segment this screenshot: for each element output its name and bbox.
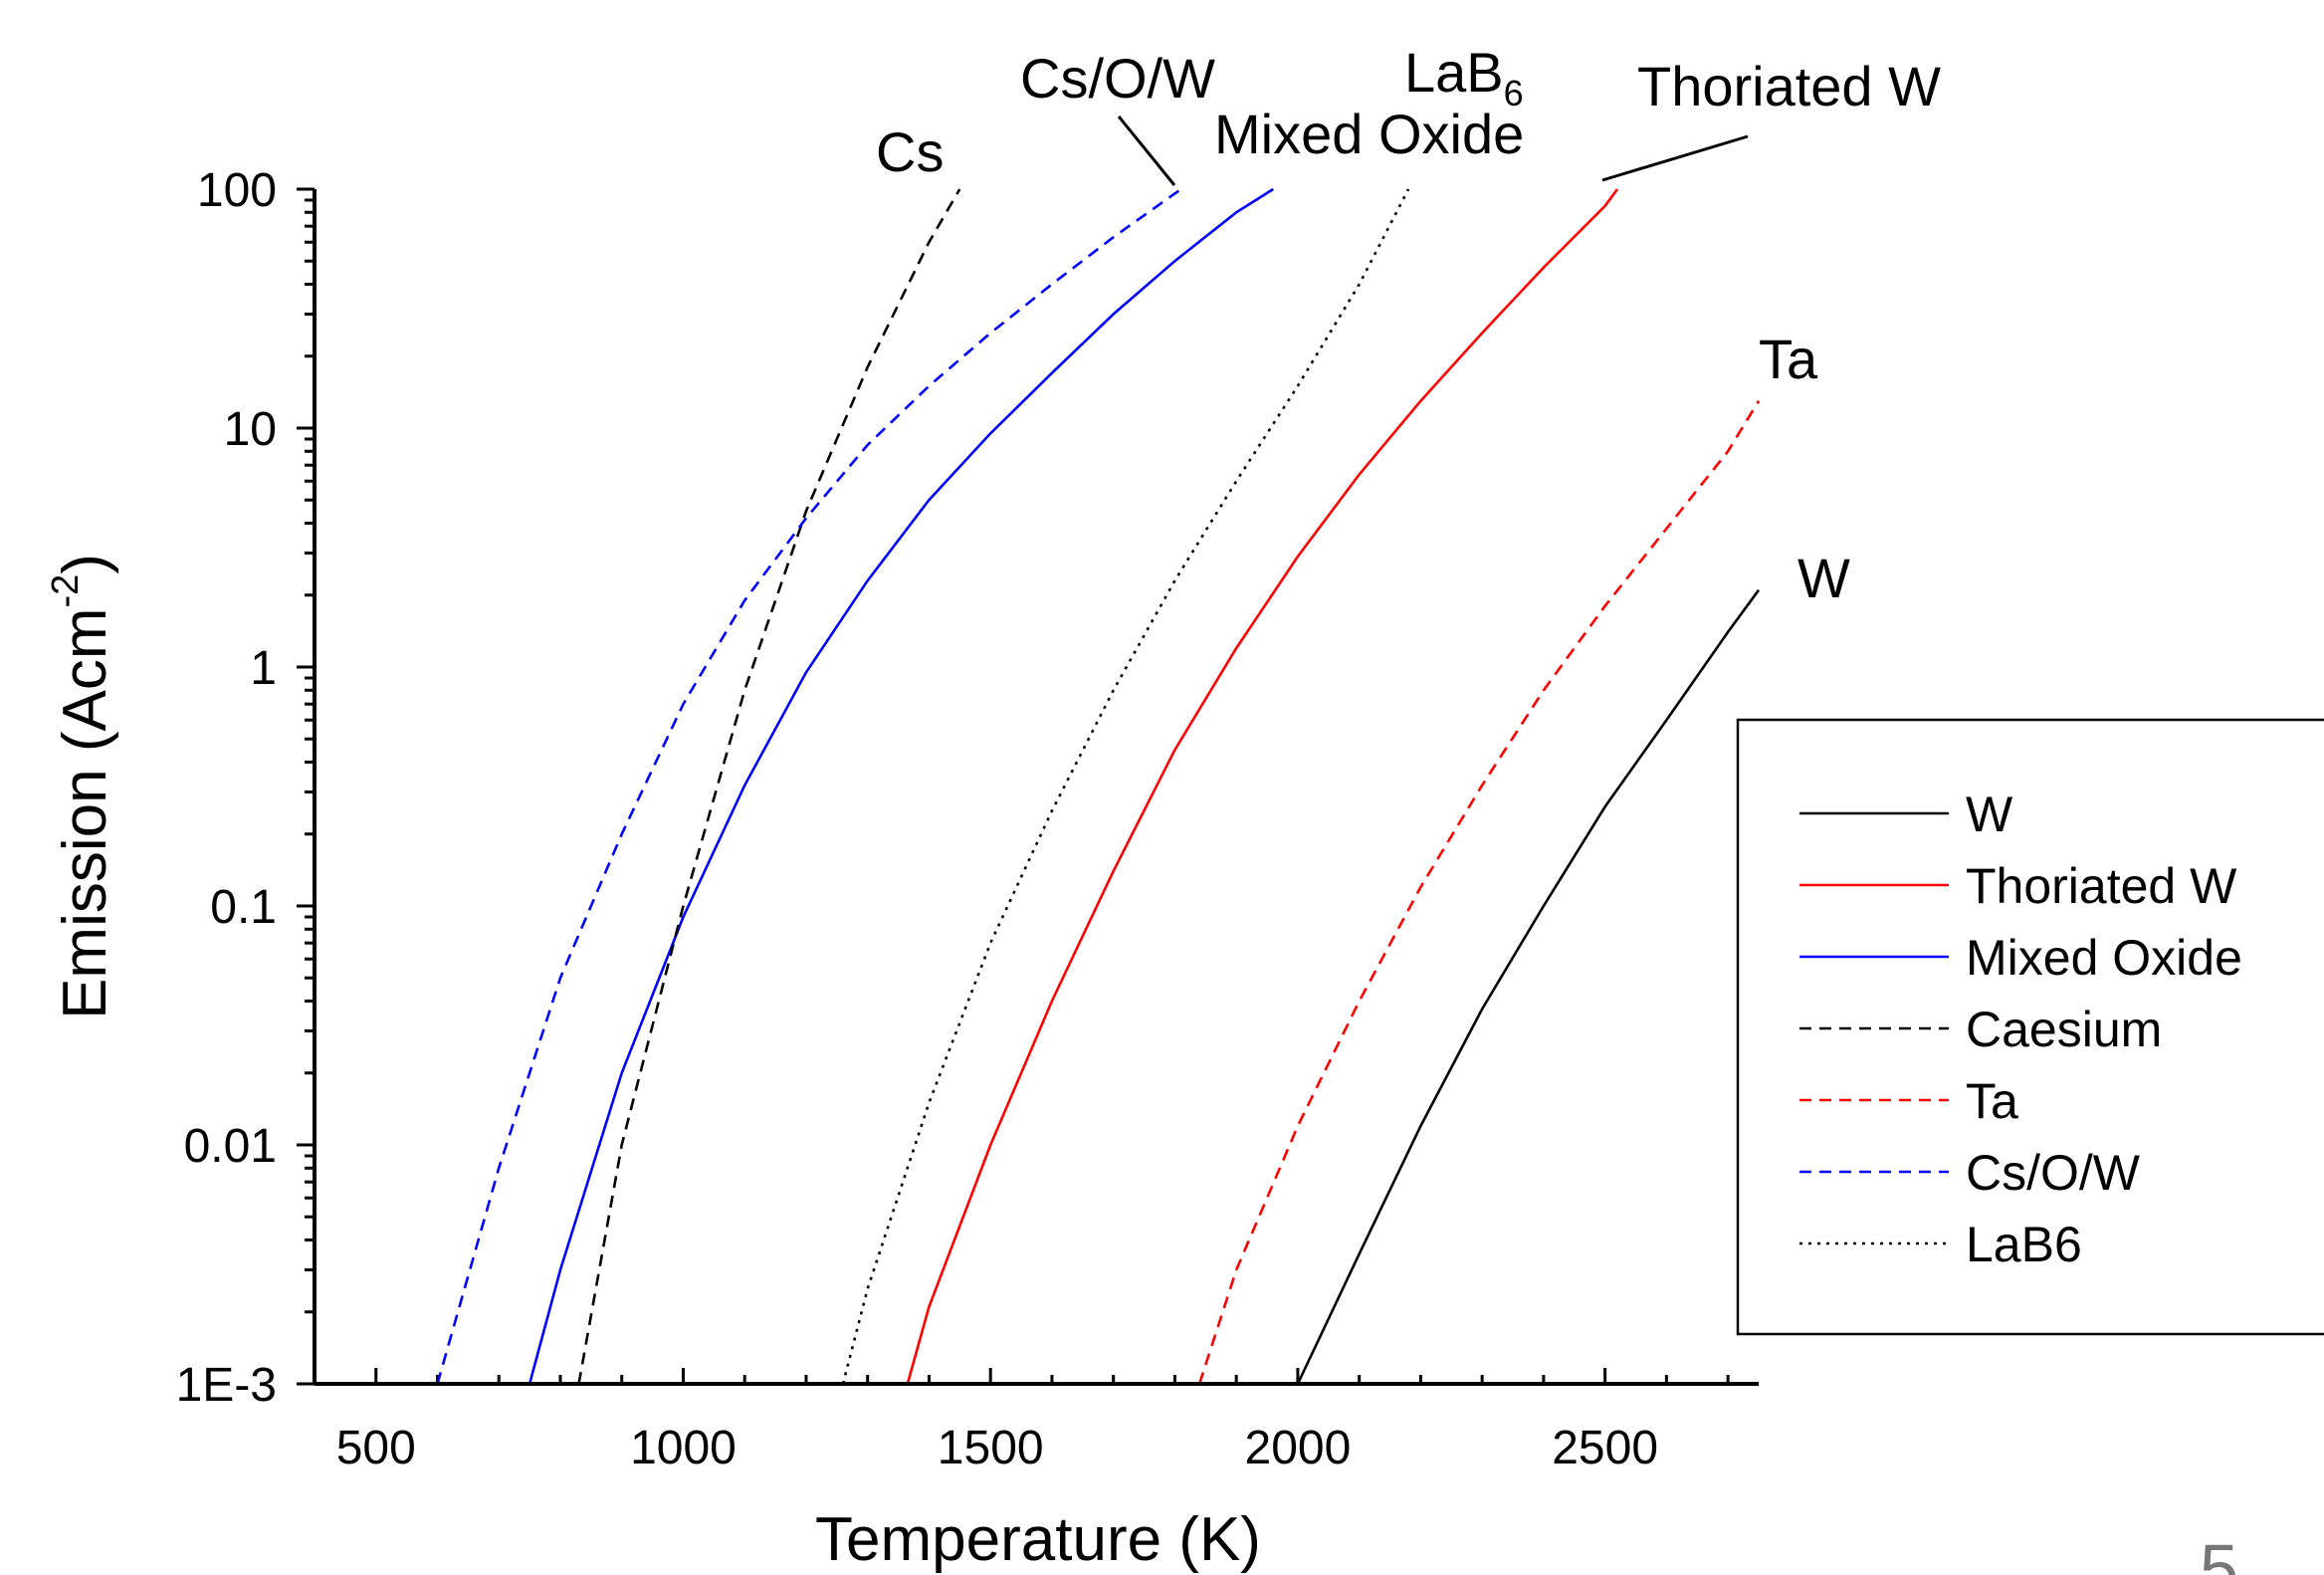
csow-label: Cs/O/W	[1020, 47, 1215, 110]
y-tick-label: 1E-3	[176, 1359, 277, 1412]
x-tick-label: 1500	[938, 1422, 1044, 1474]
y-tick-labels: 1E-3 0.01 0.1 1 10 100	[176, 164, 277, 1412]
y-tick-label: 0.01	[184, 1120, 277, 1173]
y-tick-label: 100	[197, 164, 277, 217]
y-tick-label: 1	[250, 642, 277, 695]
y-tick-label: 10	[224, 403, 277, 456]
legend-label-mixed-oxide: Mixed Oxide	[1966, 930, 2242, 986]
y-tick-label: 0.1	[210, 881, 277, 934]
series-layer	[436, 187, 1761, 1385]
axes-ticks	[297, 187, 1730, 1386]
cs-label: Cs	[876, 120, 944, 183]
legend-label-caesium: Caesium	[1966, 1002, 2162, 1057]
y-axis-title: Emission (Acm-2)	[45, 554, 119, 1019]
x-tick-labels: 500 1000 1500 2000 2500	[336, 1422, 1658, 1474]
series-thoriated-w-line	[906, 188, 1619, 1385]
x-axis-title: Temperature (K)	[815, 1505, 1261, 1574]
series-mixed-oxide-line	[528, 187, 1274, 1385]
series-w-line	[1296, 588, 1761, 1385]
legend-box	[1736, 718, 2324, 1336]
legend-label-w: W	[1966, 787, 2013, 842]
series-lab6-line	[841, 188, 1410, 1385]
lab6-label: LaB6	[1404, 41, 1524, 113]
x-tick-label: 2500	[1552, 1422, 1658, 1474]
series-cs-o-w-line	[436, 187, 1182, 1385]
mixed-oxide-label: Mixed Oxide	[1214, 103, 1524, 165]
x-tick-label: 500	[336, 1422, 416, 1474]
legend-label-thoriated-w: Thoriated W	[1966, 858, 2237, 914]
legend-label-ta: Ta	[1966, 1073, 2018, 1129]
legend-label-cs-o-w: Cs/O/W	[1966, 1145, 2141, 1201]
thoriated-w-label: Thoriated W	[1637, 55, 1941, 117]
ta-label: Ta	[1759, 328, 1818, 390]
w-label: W	[1797, 547, 1850, 609]
series-ta-line	[1197, 400, 1761, 1385]
page-number-fragment: 5	[2200, 1530, 2238, 1575]
csow-leader-line	[1117, 115, 1176, 186]
x-tick-label: 1000	[630, 1422, 737, 1474]
series-caesium-line	[577, 188, 961, 1385]
legend-label-lab6: LaB6	[1966, 1217, 2082, 1272]
thoriated-w-leader-line	[1601, 134, 1749, 182]
legend: W Thoriated W Mixed Oxide Caesium Ta Cs/O/W La…	[1736, 718, 2324, 1336]
x-tick-label: 2000	[1245, 1422, 1352, 1474]
